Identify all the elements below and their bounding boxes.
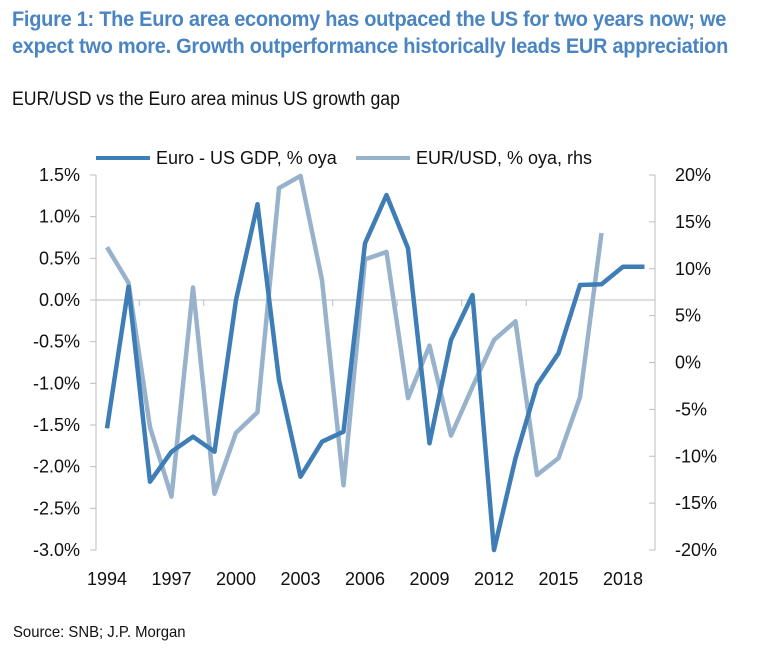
left-axis-tick-label: 1.0% [39, 207, 80, 227]
x-axis-tick-label: 1997 [151, 569, 191, 589]
legend-label-gdp: Euro - US GDP, % oya [156, 148, 338, 168]
series-group [104, 173, 645, 553]
right-axis-tick-label: 15% [675, 212, 711, 232]
left-axis-tick-label: -1.0% [33, 373, 80, 393]
left-axis-tick-label: -1.5% [33, 415, 80, 435]
legend-label-eurusd: EUR/USD, % oya, rhs [416, 148, 592, 168]
legend: Euro - US GDP, % oya EUR/USD, % oya, rhs [96, 148, 592, 168]
left-axis-tick-label: -2.0% [33, 457, 80, 477]
right-axis-tick-label: 0% [675, 353, 701, 373]
right-axis-tick-label: 20% [675, 165, 711, 185]
series-line-gdp [104, 192, 645, 553]
x-axis-tick-label: 2003 [280, 569, 320, 589]
x-axis-tick-label: 2009 [409, 569, 449, 589]
x-axis-tick-label: 2006 [345, 569, 385, 589]
left-axis-tick-label: -0.5% [33, 332, 80, 352]
right-axis-tick-label: -15% [675, 493, 717, 513]
x-axis-tick-label: 2015 [538, 569, 578, 589]
figure-title: Figure 1: The Euro area economy has outp… [12, 7, 729, 58]
axes: 1.5% 1.0% 0.5% 0.0% -0.5% -1.0% -1.5% -2.0% -2.5… [33, 165, 717, 589]
right-axis-tick-label: -20% [675, 540, 717, 560]
left-axis-tick-label: 1.5% [39, 165, 80, 185]
left-axis-tick-label: 0.5% [39, 248, 80, 268]
source-note: Source: SNB; J.P. Morgan [13, 624, 186, 641]
chart-subtitle: EUR/USD vs the Euro area minus US growth… [12, 89, 400, 110]
left-axis-tick-label: -2.5% [33, 498, 80, 518]
right-axis-tick-label: 10% [675, 259, 711, 279]
x-axis-tick-label: 2012 [474, 569, 514, 589]
right-axis-tick-label: -5% [675, 399, 707, 419]
left-axis-tick-label: 0.0% [39, 290, 80, 310]
right-axis-tick-label: -10% [675, 446, 717, 466]
x-axis-tick-label: 1994 [87, 569, 127, 589]
series-line-eurusd [105, 173, 604, 499]
x-axis-tick-label: 2000 [216, 569, 256, 589]
left-axis-tick-label: -3.0% [33, 540, 80, 560]
right-axis-tick-label: 5% [675, 306, 701, 326]
x-axis-tick-label: 2018 [603, 569, 643, 589]
